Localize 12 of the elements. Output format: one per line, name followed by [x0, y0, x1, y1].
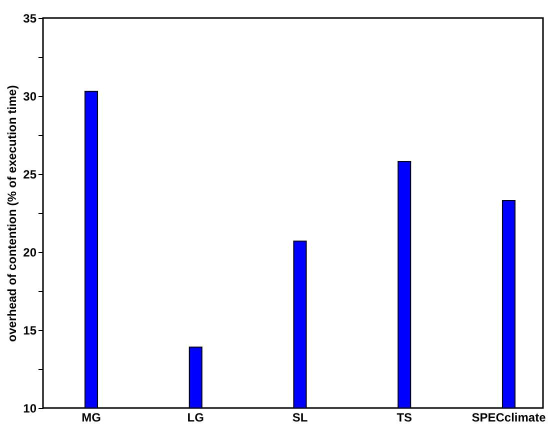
x-tick-label: MG — [82, 410, 101, 424]
y-tick-label: 20 — [23, 246, 37, 260]
x-tick-label: SPECclimate — [472, 410, 546, 424]
y-tick-label: 25 — [23, 168, 37, 182]
x-tick-label: SL — [292, 410, 308, 424]
y-tick-label: 10 — [23, 402, 37, 416]
x-tick-label: TS — [396, 410, 412, 424]
y-tick-label: 15 — [23, 324, 37, 338]
x-tick-label: LG — [187, 410, 204, 424]
y-tick-label: 30 — [23, 90, 37, 104]
y-tick-label: 35 — [23, 12, 37, 26]
y-axis-title: overhead of contention (% of execution time) — [5, 85, 20, 342]
